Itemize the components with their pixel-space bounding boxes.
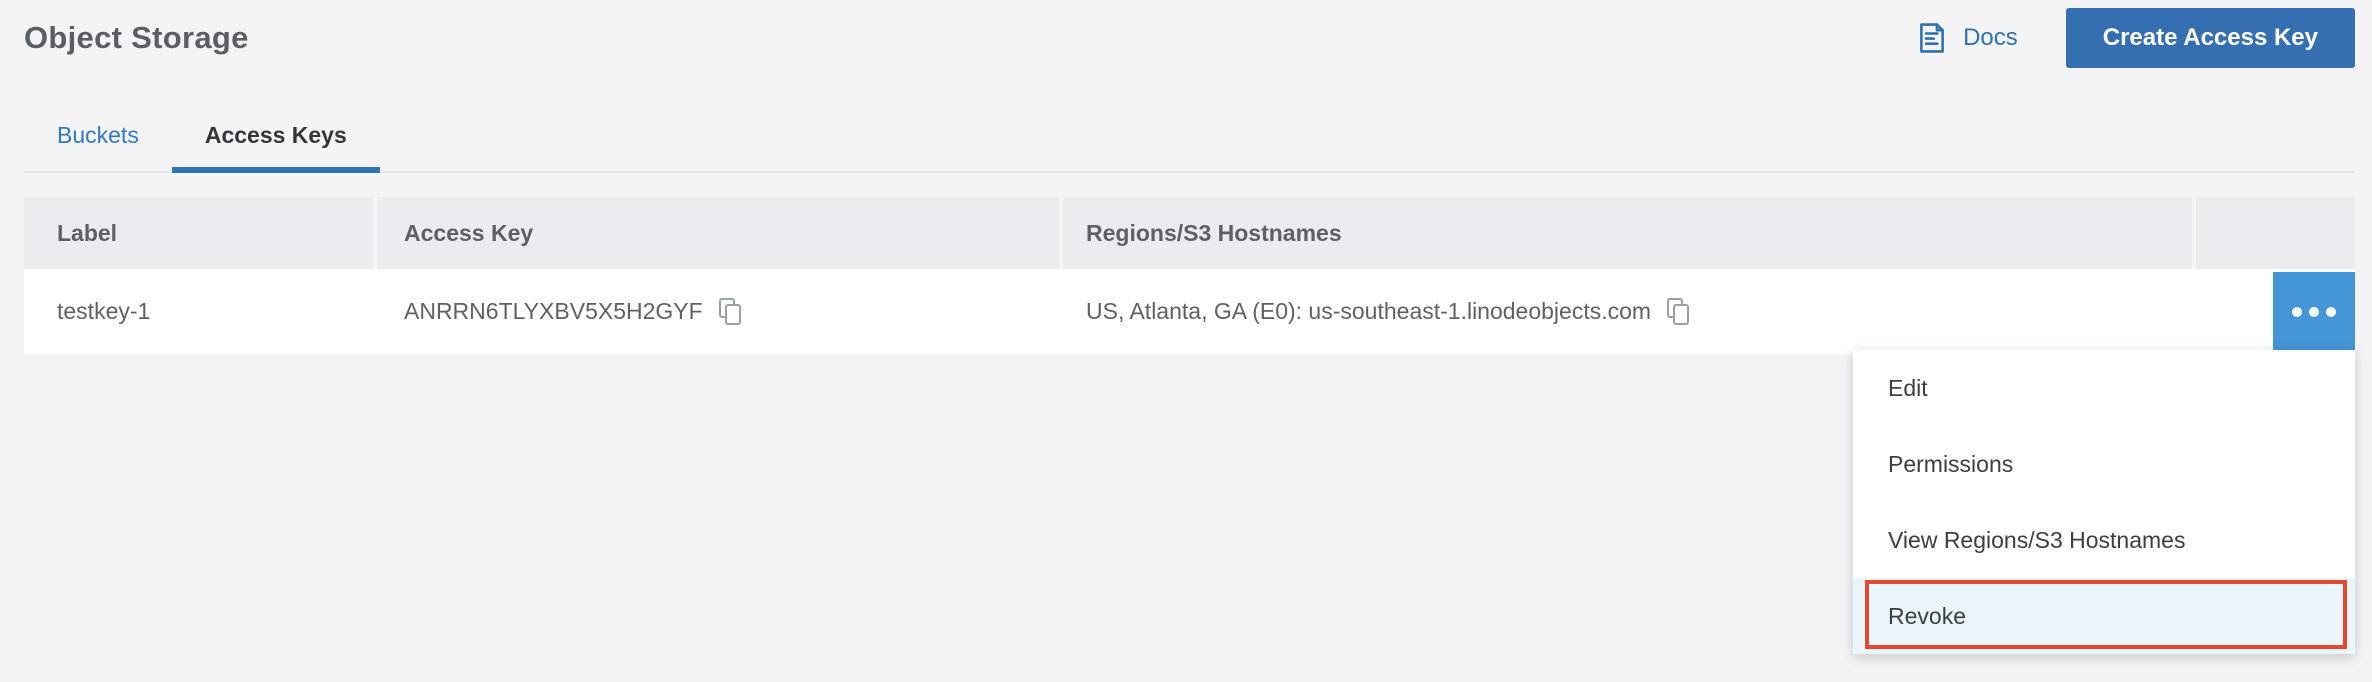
column-header-regions: Regions/S3 Hostnames bbox=[1063, 197, 2192, 269]
access-key-value: ANRRN6TLYXBV5X5H2GYF bbox=[404, 298, 703, 324]
page-header: Object Storage Docs Create Access Key bbox=[24, 0, 2355, 76]
column-header-actions bbox=[2196, 197, 2355, 269]
table-row: testkey-1 ANRRN6TLYXBV5X5H2GYF US, Atlan… bbox=[24, 269, 2355, 354]
tab-buckets[interactable]: Buckets bbox=[57, 122, 139, 148]
menu-item-revoke[interactable]: Revoke bbox=[1853, 578, 2355, 654]
copy-hostname-button[interactable] bbox=[1666, 297, 1690, 326]
tab-bar: Buckets Access Keys bbox=[24, 100, 2355, 173]
action-dropdown-menu: Edit Permissions View Regions/S3 Hostnam… bbox=[1853, 350, 2355, 654]
menu-item-revoke-label: Revoke bbox=[1888, 602, 1966, 629]
regions-value: US, Atlanta, GA (E0): us-southeast-1.lin… bbox=[1086, 298, 1652, 324]
create-access-key-button[interactable]: Create Access Key bbox=[2065, 8, 2355, 68]
row-action-menu-button[interactable] bbox=[2273, 271, 2355, 352]
docs-link[interactable]: Docs bbox=[1915, 21, 2018, 55]
docs-link-label: Docs bbox=[1963, 24, 2018, 51]
tab-access-keys[interactable]: Access Keys bbox=[171, 100, 380, 173]
column-header-label: Label bbox=[24, 197, 373, 269]
menu-item-edit[interactable]: Edit bbox=[1888, 374, 1928, 401]
ellipsis-icon bbox=[2309, 306, 2319, 317]
docs-document-icon bbox=[1915, 21, 1949, 55]
header-actions: Docs Create Access Key bbox=[1915, 8, 2355, 68]
ellipsis-icon bbox=[2292, 306, 2302, 317]
cell-label: testkey-1 bbox=[57, 298, 151, 324]
access-keys-table: Label Access Key Regions/S3 Hostnames te… bbox=[24, 197, 2355, 354]
copy-access-key-button[interactable] bbox=[718, 297, 742, 326]
column-header-access-key: Access Key bbox=[377, 197, 1059, 269]
menu-item-permissions[interactable]: Permissions bbox=[1888, 450, 2014, 477]
cell-actions bbox=[2196, 269, 2355, 354]
menu-item-view-regions[interactable]: View Regions/S3 Hostnames bbox=[1888, 526, 2186, 553]
page-title: Object Storage bbox=[24, 20, 249, 55]
copy-icon bbox=[1666, 297, 1690, 326]
copy-icon bbox=[718, 297, 742, 326]
cell-access-key: ANRRN6TLYXBV5X5H2GYF bbox=[377, 269, 1059, 354]
cell-regions: US, Atlanta, GA (E0): us-southeast-1.lin… bbox=[1063, 269, 2192, 354]
table-header-row: Label Access Key Regions/S3 Hostnames bbox=[24, 197, 2355, 269]
ellipsis-icon bbox=[2326, 306, 2336, 317]
